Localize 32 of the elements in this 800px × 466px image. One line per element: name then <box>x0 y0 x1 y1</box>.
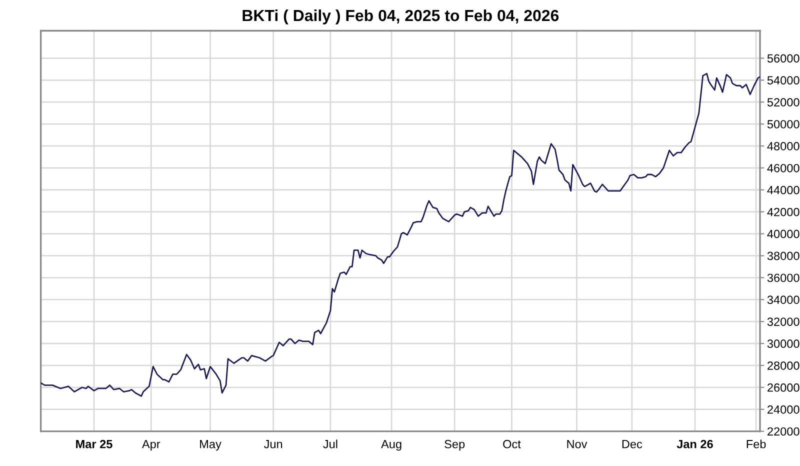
x-tick-label: Jan 26 <box>676 440 713 448</box>
chart-title: BKTi ( Daily ) Feb 04, 2025 to Feb 04, 2026 <box>242 9 559 24</box>
y-tick-label: 40000 <box>767 230 800 238</box>
y-tick-label: 30000 <box>767 340 800 348</box>
x-tick-label: Sep <box>444 440 465 451</box>
y-tick-label: 32000 <box>767 318 800 326</box>
y-tick-label: 34000 <box>767 296 800 304</box>
x-tick-label: Dec <box>622 440 642 448</box>
y-tick-label: 42000 <box>767 208 800 216</box>
y-tick-label: 52000 <box>767 98 800 106</box>
y-tick-label: 46000 <box>767 164 800 172</box>
y-tick-label: 50000 <box>767 120 800 128</box>
y-tick-label: 48000 <box>767 142 800 150</box>
x-tick-label: Jul <box>323 440 338 448</box>
x-tick-label: Jun <box>264 440 282 448</box>
y-tick-label: 54000 <box>767 76 800 85</box>
x-tick-label: May <box>200 440 222 451</box>
y-tick-label: 38000 <box>767 252 800 260</box>
x-tick-label: Mar 25 <box>76 440 112 448</box>
y-tick-label: 26000 <box>768 383 800 392</box>
y-tick-label: 44000 <box>767 186 800 194</box>
x-tick-label: Aug <box>381 440 402 451</box>
line-series <box>40 72 760 397</box>
y-tick-label: 22000 <box>768 427 800 436</box>
y-tick-label: 36000 <box>767 274 800 282</box>
y-tick-label: 28000 <box>768 361 800 370</box>
x-tick-label: Nov <box>567 440 588 448</box>
x-tick-label: Feb <box>746 440 766 448</box>
x-tick-label: Oct <box>503 440 521 448</box>
y-tick-label: 56000 <box>767 54 800 63</box>
x-tick-label: Apr <box>142 440 160 451</box>
y-tick-label: 24000 <box>768 405 800 414</box>
